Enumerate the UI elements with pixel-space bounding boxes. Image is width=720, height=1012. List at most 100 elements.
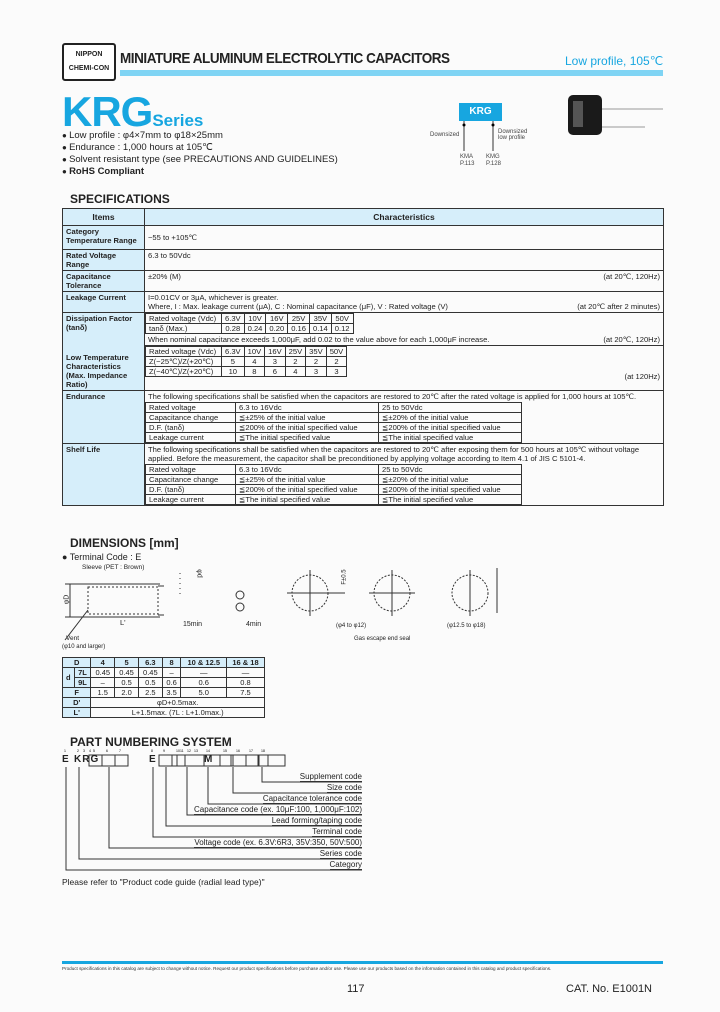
family-right-label: Downsized low profile bbox=[498, 129, 528, 141]
dim-cell: 0.6 bbox=[180, 677, 228, 688]
series-name: KRG bbox=[62, 88, 153, 135]
digit-position: 9 bbox=[163, 749, 165, 753]
logo-line2: CHEMI-CON bbox=[68, 65, 110, 72]
code-box bbox=[171, 754, 186, 767]
digit-position: 7 bbox=[119, 749, 121, 753]
part-code-label: Voltage code (ex. 6.3V:6R3, 35V:350, 50V… bbox=[194, 838, 362, 848]
part-code-label: Supplement code bbox=[299, 772, 362, 782]
digit-position: 15 bbox=[223, 749, 227, 753]
family-box: KRG bbox=[459, 103, 502, 121]
leader-line bbox=[207, 767, 362, 805]
item-rated-voltage: Rated Voltage Range bbox=[62, 249, 145, 271]
lt-z40: 10 bbox=[221, 366, 245, 377]
item-leakage: Leakage Current bbox=[62, 291, 145, 313]
item-category-temp: Category Temperature Range bbox=[62, 225, 145, 250]
item-low-temp: Low Temperature Characteristics (Max. Im… bbox=[66, 353, 129, 389]
dim-cell: 2.5 bbox=[137, 687, 163, 698]
condition-row: Capacitance change ≦±25% of the initial v… bbox=[145, 474, 522, 485]
dim-cell: 0.5 bbox=[137, 677, 163, 688]
family-left-series: KMA bbox=[460, 154, 474, 160]
condition-cell: 25 to 50Vdc bbox=[378, 402, 522, 413]
lt-voltage: 50V bbox=[325, 346, 348, 357]
item-dissipation: Dissipation Factor (tanδ) bbox=[66, 314, 133, 332]
condition-row: Rated voltage 6.3 to 16Vdc 25 to 50Vdc bbox=[145, 464, 522, 475]
condition-cell: ≦±20% of the initial value bbox=[378, 474, 522, 485]
dissipation-table: Rated voltage (Vdc) 6.3V 10V 16V 25V 35V 50V t… bbox=[145, 313, 354, 334]
df-tan: 0.20 bbox=[265, 323, 289, 334]
dim-cell: 5.0 bbox=[180, 687, 228, 698]
condition-cell: Capacitance change bbox=[145, 412, 236, 423]
condition-cell: 6.3 to 16Vdc bbox=[235, 464, 379, 475]
dim-cell: 0.45 bbox=[114, 667, 139, 678]
dim-size: 16 & 18 bbox=[226, 657, 265, 668]
nippon-chemi-con-logo: NIPPON CHEMI-CON bbox=[62, 43, 116, 81]
part-code-label: Terminal code bbox=[312, 827, 362, 837]
dim-cell: 0.6 bbox=[161, 677, 182, 688]
digit-position: 16 bbox=[236, 749, 240, 753]
leader-line bbox=[108, 767, 362, 849]
lt-z40: 3 bbox=[305, 366, 327, 377]
lt-z40: 3 bbox=[325, 366, 348, 377]
dim-dp-label: D' bbox=[61, 697, 92, 708]
condition-cell: ≦The initial specified value bbox=[235, 432, 379, 443]
df-tan: 0.12 bbox=[330, 323, 354, 334]
condition-cell: ≦200% of the initial specified value bbox=[378, 422, 522, 433]
feature-item: RoHS Compliant bbox=[62, 166, 338, 178]
lt-z25: 4 bbox=[243, 356, 266, 367]
dim-size: 6.3 bbox=[137, 657, 163, 668]
family-right-series: KMG bbox=[486, 154, 500, 160]
item-dissipation-and-low-temp: Dissipation Factor (tanδ) Low Temperature… bbox=[62, 312, 145, 391]
part-code-label: Lead forming/taping code bbox=[271, 816, 362, 826]
digit-position: 6 bbox=[106, 749, 108, 753]
part-code-label: Category bbox=[329, 860, 362, 870]
code-box bbox=[101, 754, 116, 767]
code-box bbox=[257, 754, 286, 767]
code-tolerance: M bbox=[204, 754, 213, 765]
series-suffix: Series bbox=[152, 111, 204, 130]
digit-position: 2 bbox=[77, 749, 79, 753]
condition-cell: ≦The initial specified value bbox=[378, 494, 522, 505]
lt-voltage: 10V bbox=[243, 346, 266, 357]
code-terminal: E bbox=[149, 754, 156, 765]
condition-cell: ≦200% of the initial specified value bbox=[235, 422, 379, 433]
lt-z25-label: Z(−25℃)/Z(+20℃) bbox=[145, 356, 222, 367]
digit-position: 1 bbox=[64, 749, 66, 753]
specifications-heading: SPECIFICATIONS bbox=[70, 192, 170, 206]
item-endurance: Endurance bbox=[62, 390, 145, 444]
code-box bbox=[176, 754, 205, 767]
leader-line bbox=[186, 767, 362, 816]
dim-7l-label: 7L bbox=[73, 667, 92, 678]
leader-line bbox=[152, 767, 362, 838]
lt-z25: 3 bbox=[264, 356, 286, 367]
endurance-text: The following specifications shall be sa… bbox=[148, 392, 637, 401]
cap-tolerance-cond: (at 20℃, 120Hz) bbox=[603, 272, 660, 281]
condition-row: Capacitance change ≦±25% of the initial v… bbox=[145, 412, 522, 423]
phi-d-label: φD bbox=[63, 594, 71, 605]
digit-position: 14 bbox=[206, 749, 210, 753]
condition-cell: ≦200% of the initial specified value bbox=[235, 484, 379, 495]
value-dissipation-low-temp: Rated voltage (Vdc) 6.3V 10V 16V 25V 35V 50V t… bbox=[144, 312, 664, 391]
code-box bbox=[230, 754, 259, 767]
condition-cell: ≦±20% of the initial value bbox=[378, 412, 522, 423]
header-bar bbox=[120, 70, 663, 76]
lt-z40: 6 bbox=[264, 366, 286, 377]
vent-note: (φ10 and larger) bbox=[62, 644, 106, 650]
dim-cell: 0.5 bbox=[114, 677, 139, 688]
part-numbering-note: Please refer to "Product code guide (rad… bbox=[62, 877, 265, 887]
df-cond: (at 20℃, 120Hz) bbox=[603, 335, 660, 344]
shelf-text: The following specifications shall be sa… bbox=[148, 445, 640, 463]
condition-cell: Rated voltage bbox=[145, 464, 236, 475]
seal-label: Gas escape end seal bbox=[354, 636, 411, 642]
col-characteristics: Characteristics bbox=[144, 208, 664, 226]
condition-row: D.F. (tanδ) ≦200% of the initial specifie… bbox=[145, 484, 522, 495]
code-category: E bbox=[62, 754, 69, 765]
dim-cell: – bbox=[90, 677, 116, 688]
dim-size: 8 bbox=[161, 657, 182, 668]
feature-item: Solvent resistant type (see PRECAUTIONS … bbox=[62, 154, 338, 166]
digit-position: 17 bbox=[249, 749, 253, 753]
code-box bbox=[245, 754, 260, 767]
code-box bbox=[232, 754, 247, 767]
family-left-label: Downsized bbox=[430, 132, 460, 138]
seal-drawings bbox=[287, 568, 498, 616]
part-code-label: Capacitance code (ex. 10μF:100, 1,000μF:… bbox=[194, 805, 362, 815]
